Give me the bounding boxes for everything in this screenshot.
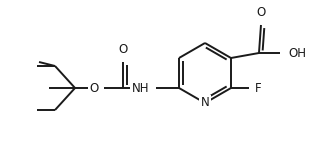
Text: F: F bbox=[255, 82, 262, 95]
Text: O: O bbox=[90, 82, 99, 95]
Text: NH: NH bbox=[132, 82, 149, 95]
Text: O: O bbox=[118, 43, 128, 56]
Text: O: O bbox=[257, 6, 266, 19]
Text: OH: OH bbox=[288, 46, 306, 59]
Text: N: N bbox=[201, 96, 209, 110]
